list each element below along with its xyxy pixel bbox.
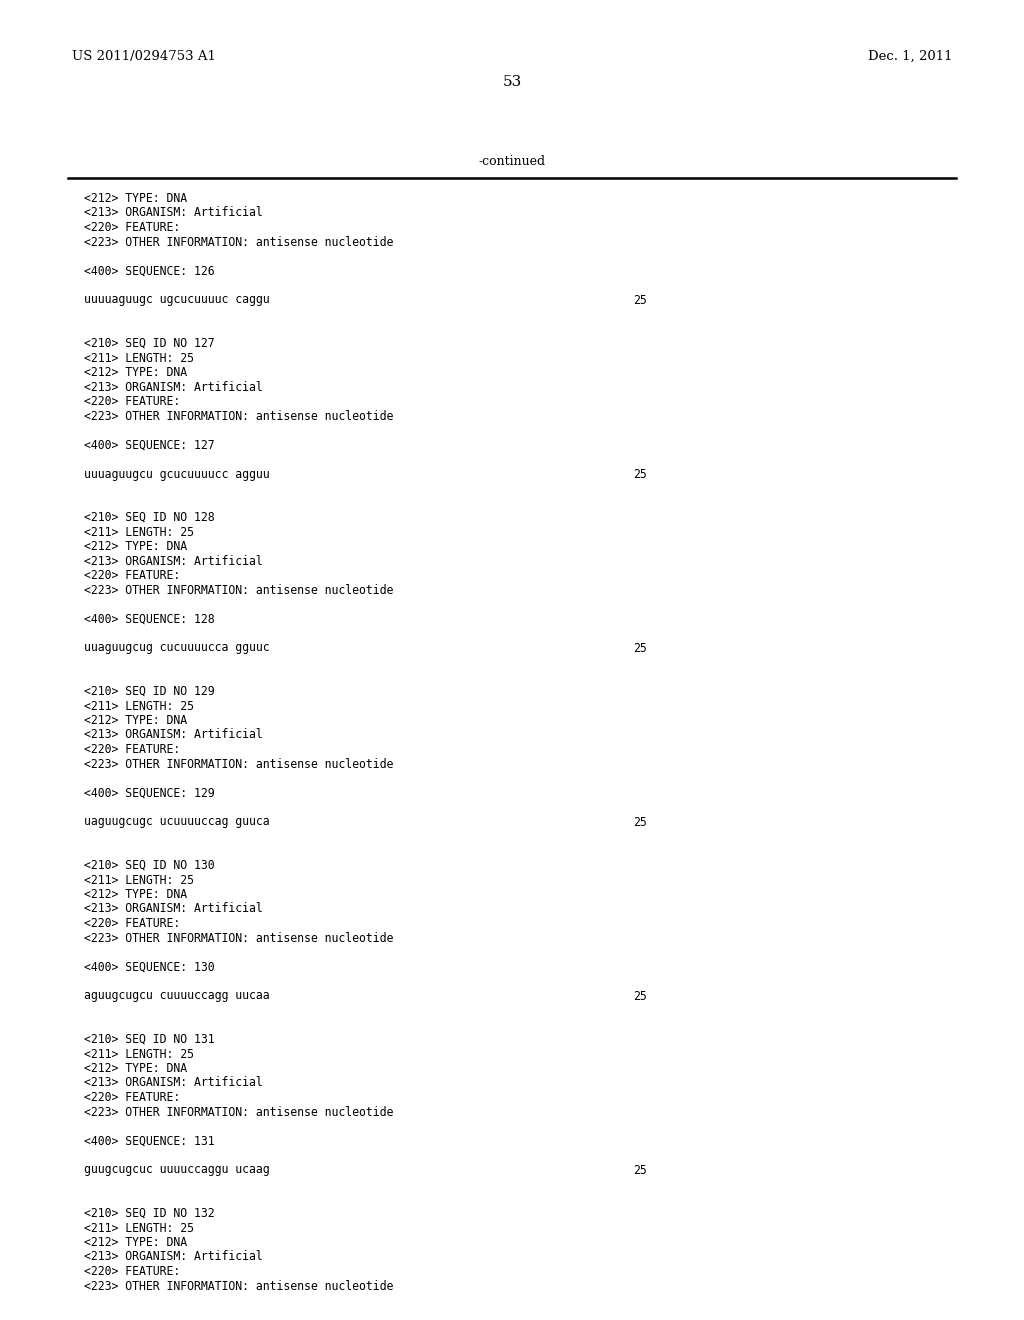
- Text: <210> SEQ ID NO 128: <210> SEQ ID NO 128: [84, 511, 215, 524]
- Text: <400> SEQUENCE: 131: <400> SEQUENCE: 131: [84, 1134, 215, 1147]
- Text: <211> LENGTH: 25: <211> LENGTH: 25: [84, 874, 194, 887]
- Text: <212> TYPE: DNA: <212> TYPE: DNA: [84, 1236, 187, 1249]
- Text: <210> SEQ ID NO 127: <210> SEQ ID NO 127: [84, 337, 215, 350]
- Text: <223> OTHER INFORMATION: antisense nucleotide: <223> OTHER INFORMATION: antisense nucle…: [84, 758, 393, 771]
- Text: <220> FEATURE:: <220> FEATURE:: [84, 569, 180, 582]
- Text: <213> ORGANISM: Artificial: <213> ORGANISM: Artificial: [84, 206, 263, 219]
- Text: <211> LENGTH: 25: <211> LENGTH: 25: [84, 525, 194, 539]
- Text: 53: 53: [503, 75, 521, 88]
- Text: <211> LENGTH: 25: <211> LENGTH: 25: [84, 700, 194, 713]
- Text: -continued: -continued: [478, 154, 546, 168]
- Text: 25: 25: [633, 467, 646, 480]
- Text: <220> FEATURE:: <220> FEATURE:: [84, 395, 180, 408]
- Text: <213> ORGANISM: Artificial: <213> ORGANISM: Artificial: [84, 1250, 263, 1263]
- Text: <220> FEATURE:: <220> FEATURE:: [84, 1265, 180, 1278]
- Text: <211> LENGTH: 25: <211> LENGTH: 25: [84, 1048, 194, 1060]
- Text: <213> ORGANISM: Artificial: <213> ORGANISM: Artificial: [84, 729, 263, 742]
- Text: <211> LENGTH: 25: <211> LENGTH: 25: [84, 1221, 194, 1234]
- Text: 25: 25: [633, 816, 646, 829]
- Text: <400> SEQUENCE: 126: <400> SEQUENCE: 126: [84, 264, 215, 277]
- Text: <223> OTHER INFORMATION: antisense nucleotide: <223> OTHER INFORMATION: antisense nucle…: [84, 1279, 393, 1292]
- Text: <223> OTHER INFORMATION: antisense nucleotide: <223> OTHER INFORMATION: antisense nucle…: [84, 409, 393, 422]
- Text: <210> SEQ ID NO 131: <210> SEQ ID NO 131: [84, 1034, 215, 1045]
- Text: <210> SEQ ID NO 132: <210> SEQ ID NO 132: [84, 1206, 215, 1220]
- Text: <210> SEQ ID NO 130: <210> SEQ ID NO 130: [84, 859, 215, 873]
- Text: US 2011/0294753 A1: US 2011/0294753 A1: [72, 50, 216, 63]
- Text: <212> TYPE: DNA: <212> TYPE: DNA: [84, 540, 187, 553]
- Text: guugcugcuc uuuuccaggu ucaag: guugcugcuc uuuuccaggu ucaag: [84, 1163, 269, 1176]
- Text: <213> ORGANISM: Artificial: <213> ORGANISM: Artificial: [84, 903, 263, 916]
- Text: <210> SEQ ID NO 129: <210> SEQ ID NO 129: [84, 685, 215, 698]
- Text: <220> FEATURE:: <220> FEATURE:: [84, 917, 180, 931]
- Text: <223> OTHER INFORMATION: antisense nucleotide: <223> OTHER INFORMATION: antisense nucle…: [84, 1106, 393, 1118]
- Text: <212> TYPE: DNA: <212> TYPE: DNA: [84, 366, 187, 379]
- Text: <212> TYPE: DNA: <212> TYPE: DNA: [84, 714, 187, 727]
- Text: <223> OTHER INFORMATION: antisense nucleotide: <223> OTHER INFORMATION: antisense nucle…: [84, 235, 393, 248]
- Text: <211> LENGTH: 25: <211> LENGTH: 25: [84, 351, 194, 364]
- Text: 25: 25: [633, 293, 646, 306]
- Text: <212> TYPE: DNA: <212> TYPE: DNA: [84, 191, 187, 205]
- Text: uuuuaguugc ugcucuuuuc caggu: uuuuaguugc ugcucuuuuc caggu: [84, 293, 269, 306]
- Text: <400> SEQUENCE: 130: <400> SEQUENCE: 130: [84, 961, 215, 974]
- Text: aguugcugcu cuuuuccagg uucaa: aguugcugcu cuuuuccagg uucaa: [84, 990, 269, 1002]
- Text: uuaguugcug cucuuuucca gguuc: uuaguugcug cucuuuucca gguuc: [84, 642, 269, 655]
- Text: <400> SEQUENCE: 127: <400> SEQUENCE: 127: [84, 438, 215, 451]
- Text: uaguugcugc ucuuuuccag guuca: uaguugcugc ucuuuuccag guuca: [84, 816, 269, 829]
- Text: <220> FEATURE:: <220> FEATURE:: [84, 743, 180, 756]
- Text: 25: 25: [633, 990, 646, 1002]
- Text: <213> ORGANISM: Artificial: <213> ORGANISM: Artificial: [84, 380, 263, 393]
- Text: <400> SEQUENCE: 129: <400> SEQUENCE: 129: [84, 787, 215, 800]
- Text: Dec. 1, 2011: Dec. 1, 2011: [867, 50, 952, 63]
- Text: 25: 25: [633, 642, 646, 655]
- Text: <212> TYPE: DNA: <212> TYPE: DNA: [84, 1063, 187, 1074]
- Text: 25: 25: [633, 1163, 646, 1176]
- Text: <213> ORGANISM: Artificial: <213> ORGANISM: Artificial: [84, 1077, 263, 1089]
- Text: <223> OTHER INFORMATION: antisense nucleotide: <223> OTHER INFORMATION: antisense nucle…: [84, 583, 393, 597]
- Text: <223> OTHER INFORMATION: antisense nucleotide: <223> OTHER INFORMATION: antisense nucle…: [84, 932, 393, 945]
- Text: uuuaguugcu gcucuuuucc agguu: uuuaguugcu gcucuuuucc agguu: [84, 467, 269, 480]
- Text: <213> ORGANISM: Artificial: <213> ORGANISM: Artificial: [84, 554, 263, 568]
- Text: <400> SEQUENCE: 128: <400> SEQUENCE: 128: [84, 612, 215, 626]
- Text: <212> TYPE: DNA: <212> TYPE: DNA: [84, 888, 187, 902]
- Text: <220> FEATURE:: <220> FEATURE:: [84, 1092, 180, 1104]
- Text: <220> FEATURE:: <220> FEATURE:: [84, 220, 180, 234]
